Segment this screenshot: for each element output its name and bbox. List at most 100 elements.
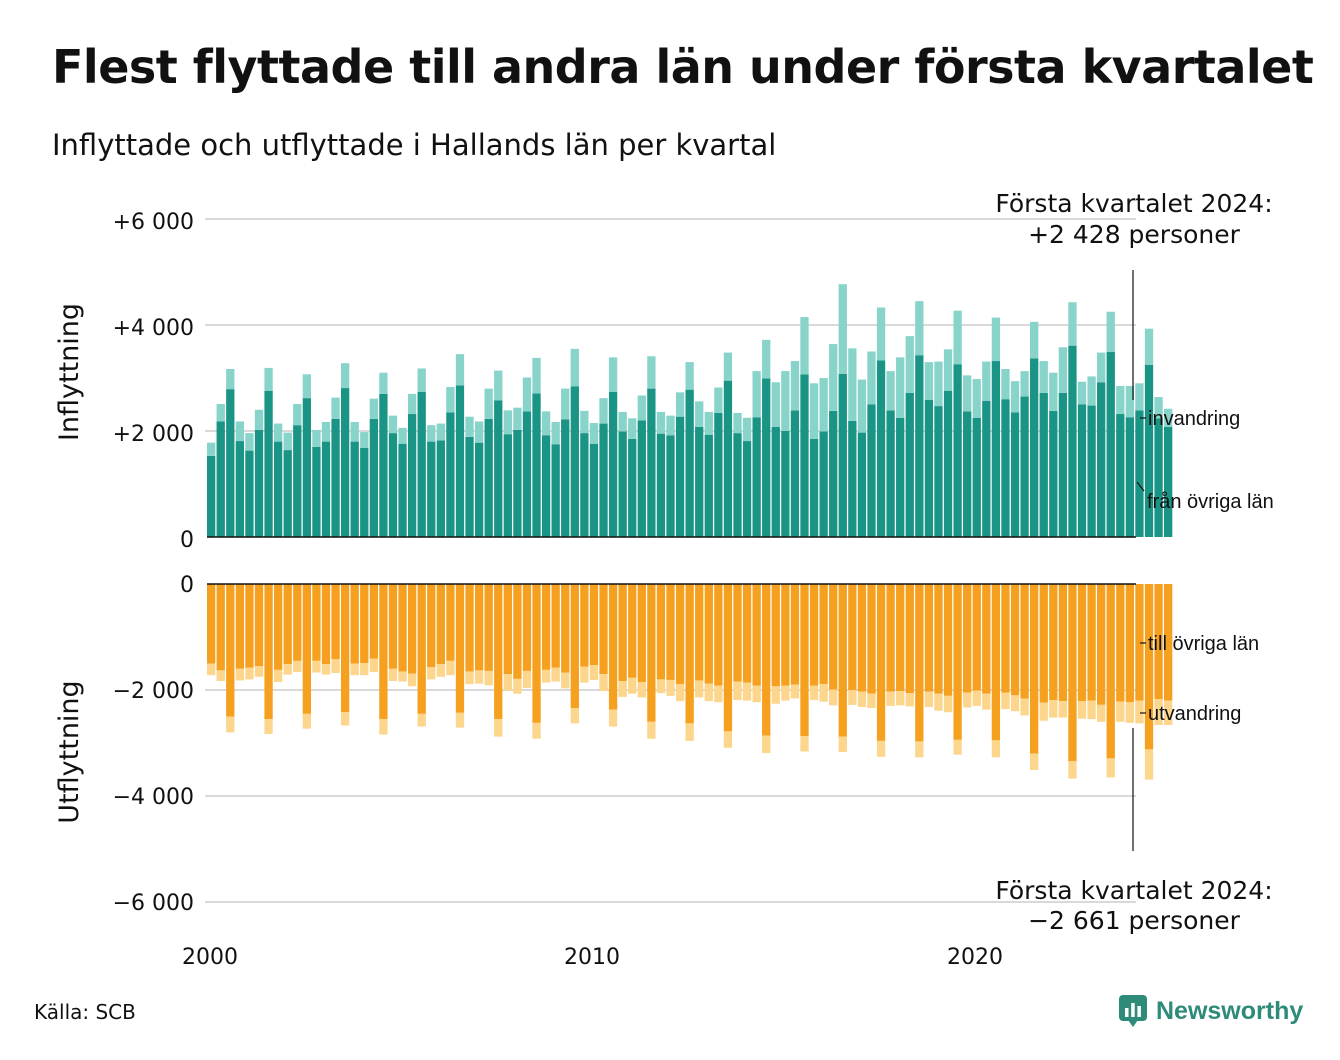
bar-invandring	[1106, 311, 1115, 353]
bar-invandring	[886, 371, 895, 411]
bar-fran-ovriga-lan	[1125, 417, 1135, 537]
bar-till-ovriga-lan	[245, 584, 254, 668]
bar-utvandring	[838, 736, 847, 753]
bar-fran-ovriga-lan	[427, 441, 436, 537]
bar-till-ovriga-lan	[379, 584, 388, 720]
bar-invandring	[695, 401, 704, 427]
bar-invandring	[924, 362, 934, 400]
bar-invandring	[742, 417, 752, 442]
bar-till-ovriga-lan	[283, 584, 292, 665]
bar-fran-ovriga-lan	[331, 418, 340, 537]
bar-invandring	[934, 361, 943, 407]
bar-invandring	[436, 423, 445, 441]
bar-invandring	[427, 425, 436, 442]
bar-utvandring	[570, 708, 579, 724]
bar-utvandring	[1164, 700, 1173, 726]
bar-utvandring	[1097, 704, 1106, 722]
bar-fran-ovriga-lan	[503, 434, 512, 537]
bar-utvandring	[312, 660, 321, 673]
bar-invandring	[312, 429, 321, 447]
bar-fran-ovriga-lan	[369, 418, 378, 537]
bar-utvandring	[771, 686, 780, 704]
bar-fran-ovriga-lan	[1164, 426, 1173, 537]
bar-utvandring	[1116, 701, 1125, 722]
bar-utvandring	[580, 666, 589, 683]
bar-fran-ovriga-lan	[293, 425, 302, 537]
bar-invandring	[781, 371, 790, 431]
bar-till-ovriga-lan	[350, 584, 359, 664]
bar-fran-ovriga-lan	[675, 416, 685, 537]
bar-invandring	[1144, 328, 1154, 365]
bar-fran-ovriga-lan	[666, 435, 675, 537]
bar-invandring	[656, 411, 666, 434]
bar-till-ovriga-lan	[1010, 584, 1020, 696]
bar-fran-ovriga-lan	[752, 417, 761, 537]
bar-utvandring	[982, 693, 991, 710]
bar-invandring	[666, 415, 675, 436]
bar-utvandring	[350, 663, 359, 676]
bar-fran-ovriga-lan	[541, 435, 551, 537]
bar-utvandring	[1049, 700, 1058, 718]
bar-till-ovriga-lan	[800, 584, 809, 737]
bar-fran-ovriga-lan	[484, 418, 493, 537]
bar-invandring	[494, 370, 503, 401]
x-tick-2010: 2010	[564, 945, 620, 970]
bar-invandring	[618, 411, 627, 432]
bar-fran-ovriga-lan	[618, 431, 627, 537]
bar-fran-ovriga-lan	[991, 361, 1001, 537]
bar-invandring	[474, 421, 484, 443]
bar-utvandring	[513, 678, 522, 694]
annotation-bottom-line2: −2 661 personer	[1028, 906, 1241, 935]
bar-till-ovriga-lan	[742, 584, 752, 683]
bar-fran-ovriga-lan	[790, 410, 800, 537]
bar-invandring	[1077, 381, 1087, 405]
bar-invandring	[809, 383, 819, 439]
bar-utvandring	[245, 667, 254, 680]
bar-utvandring	[695, 680, 704, 698]
bar-fran-ovriga-lan	[1068, 345, 1077, 537]
bar-invandring	[1010, 381, 1020, 413]
bar-utvandring	[819, 684, 828, 702]
bar-utvandring	[781, 685, 790, 701]
bar-invandring	[608, 357, 618, 392]
bar-fran-ovriga-lan	[1077, 404, 1087, 537]
bar-till-ovriga-lan	[465, 584, 474, 672]
bar-utvandring	[857, 691, 867, 707]
bar-till-ovriga-lan	[848, 584, 857, 690]
bar-invandring	[1058, 347, 1068, 393]
bar-invandring	[321, 421, 331, 442]
bar-utvandring	[273, 669, 283, 683]
bar-invandring	[570, 348, 579, 387]
bar-fran-ovriga-lan	[226, 389, 235, 537]
bar-invandring	[350, 421, 359, 442]
bar-utvandring	[446, 660, 455, 676]
bar-utvandring	[407, 673, 417, 687]
bar-invandring	[714, 387, 723, 413]
bar-fran-ovriga-lan	[207, 455, 216, 537]
bar-till-ovriga-lan	[886, 584, 895, 692]
bar-till-ovriga-lan	[235, 584, 245, 669]
source-note: Källa: SCB	[34, 1000, 136, 1024]
bar-fran-ovriga-lan	[1020, 396, 1029, 537]
bar-till-ovriga-lan	[963, 584, 972, 693]
bar-till-ovriga-lan	[762, 584, 771, 736]
bar-invandring	[398, 427, 407, 444]
bar-fran-ovriga-lan	[963, 411, 972, 537]
bar-fran-ovriga-lan	[953, 364, 962, 537]
bar-utvandring	[1030, 753, 1039, 771]
bar-invandring	[896, 357, 905, 418]
bar-till-ovriga-lan	[580, 584, 589, 667]
bar-invandring	[283, 432, 292, 451]
bar-fran-ovriga-lan	[302, 398, 311, 537]
bar-fran-ovriga-lan	[264, 390, 273, 537]
bar-till-ovriga-lan	[321, 584, 331, 665]
legend-leader-fran-ovriga-lan	[1136, 481, 1145, 492]
bar-till-ovriga-lan	[388, 584, 398, 669]
bar-fran-ovriga-lan	[1049, 410, 1058, 537]
bar-till-ovriga-lan	[656, 584, 666, 680]
bar-utvandring	[1020, 698, 1029, 716]
bar-till-ovriga-lan	[369, 584, 378, 659]
bar-till-ovriga-lan	[1068, 584, 1077, 762]
bar-invandring	[254, 409, 264, 430]
bar-fran-ovriga-lan	[340, 388, 350, 537]
